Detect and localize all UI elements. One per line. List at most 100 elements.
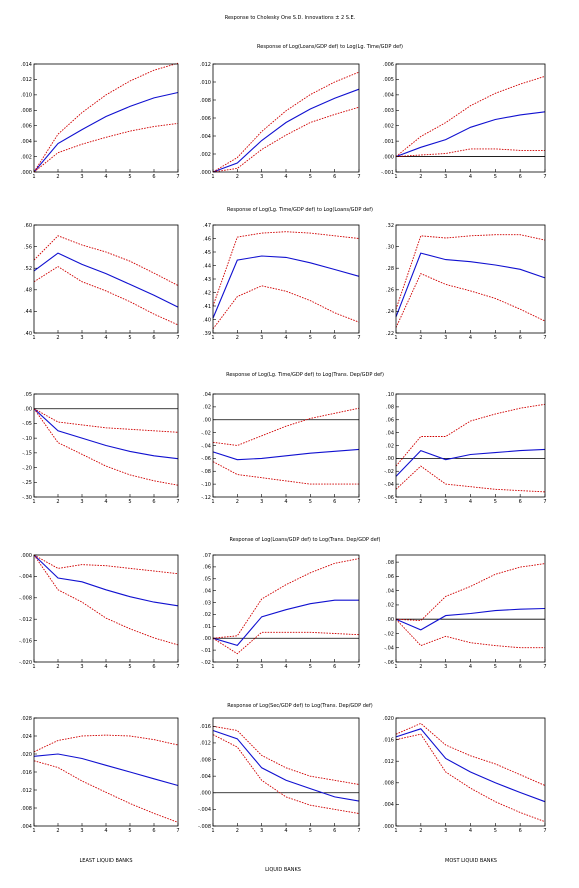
x-tick-label: 5 (309, 499, 312, 505)
y-tick-label: .000 (200, 170, 211, 176)
y-tick-label: .000 (200, 791, 211, 797)
row-title: Response of Log(Loans/GDP def) to Log(Lg… (257, 44, 403, 50)
x-tick-label: 5 (309, 828, 312, 834)
x-tick-label: 6 (152, 174, 155, 180)
response-line (395, 607, 546, 631)
x-tick-label: 2 (419, 335, 422, 341)
x-tick-label: 5 (494, 828, 497, 834)
x-tick-label: 4 (284, 828, 287, 834)
x-tick-label: 4 (469, 174, 472, 180)
x-tick-label: 2 (56, 664, 59, 670)
response-line (212, 448, 360, 461)
y-tick-label: .46 (203, 236, 211, 242)
y-tick-label: .020 (21, 752, 32, 758)
plot-frame (212, 63, 360, 173)
upper-band-line (395, 403, 546, 467)
x-tick-label: 2 (419, 828, 422, 834)
x-tick-label: 7 (543, 174, 546, 180)
x-tick-label: 6 (152, 828, 155, 834)
y-tick-label: .004 (21, 824, 32, 830)
x-tick-label: 7 (357, 499, 360, 505)
lower-band-line (395, 273, 546, 328)
y-tick-label: .006 (200, 116, 211, 122)
x-tick-label: 7 (357, 828, 360, 834)
y-tick-label: .012 (21, 788, 32, 794)
lower-band-line (395, 465, 546, 493)
x-tick-label: 1 (32, 174, 35, 180)
x-tick-label: 5 (494, 664, 497, 670)
x-tick-label: 4 (469, 664, 472, 670)
x-tick-label: 3 (444, 174, 447, 180)
upper-band-line (212, 71, 360, 173)
y-tick-label: .00 (24, 407, 32, 413)
x-tick-label: 6 (333, 664, 336, 670)
x-tick-label: 5 (128, 499, 131, 505)
lower-band-line (33, 760, 179, 823)
y-tick-label: -.20 (22, 465, 32, 471)
y-tick-label: -.06 (384, 495, 394, 501)
lower-band-line (212, 461, 359, 485)
lower-band-line (212, 734, 360, 814)
y-tick-label: .006 (383, 62, 394, 68)
y-tick-label: -.06 (201, 456, 211, 462)
x-tick-label: 1 (394, 664, 397, 670)
x-tick-label: 3 (260, 499, 263, 505)
response-line (395, 111, 546, 158)
x-tick-label: 1 (394, 335, 397, 341)
y-tick-label: -.10 (201, 482, 211, 488)
lower-band-line (395, 618, 545, 649)
y-tick-label: .06 (386, 418, 394, 424)
plot-frame (33, 63, 179, 173)
x-tick-label: 6 (333, 335, 336, 341)
y-tick-label: .012 (383, 759, 394, 765)
y-tick-label: .008 (383, 781, 394, 787)
response-line (212, 255, 360, 319)
x-tick-label: 4 (104, 335, 107, 341)
y-tick-label: -.04 (201, 443, 211, 449)
y-tick-label: -.02 (384, 469, 394, 475)
x-tick-label: 2 (236, 335, 239, 341)
y-tick-label: .024 (21, 734, 32, 740)
y-tick-label: .06 (203, 565, 211, 571)
upper-band-line (212, 231, 360, 307)
y-tick-label: .010 (21, 93, 32, 99)
y-tick-label: -.06 (384, 660, 394, 666)
y-tick-label: .00 (203, 636, 211, 642)
x-tick-label: 7 (357, 174, 360, 180)
upper-band-line (33, 62, 179, 173)
x-tick-label: 5 (494, 174, 497, 180)
y-tick-label: .07 (203, 553, 211, 559)
column-label: MOST LIQUID BANKS (445, 858, 497, 864)
y-tick-label: .40 (203, 317, 211, 323)
x-tick-label: 3 (260, 335, 263, 341)
y-tick-label: .08 (386, 560, 394, 566)
y-tick-label: .004 (200, 134, 211, 140)
x-tick-label: 4 (104, 664, 107, 670)
x-tick-label: 1 (32, 499, 35, 505)
x-tick-label: 4 (284, 335, 287, 341)
y-tick-label: .003 (383, 108, 394, 114)
lower-band-line (33, 266, 179, 326)
x-tick-label: 3 (444, 828, 447, 834)
x-tick-label: 1 (211, 828, 214, 834)
lower-band-line (395, 148, 545, 158)
x-tick-label: 2 (419, 499, 422, 505)
y-tick-label: -.04 (384, 482, 394, 488)
x-tick-label: 3 (80, 499, 83, 505)
x-tick-label: 5 (309, 335, 312, 341)
y-tick-label: -.25 (22, 480, 32, 486)
x-tick-label: 7 (176, 335, 179, 341)
x-tick-label: 4 (104, 174, 107, 180)
x-tick-label: 6 (519, 335, 522, 341)
y-tick-label: .48 (24, 288, 32, 294)
y-tick-label: .000 (383, 824, 394, 830)
y-tick-label: .016 (383, 737, 394, 743)
x-tick-label: 1 (394, 174, 397, 180)
lower-band-line (33, 122, 179, 173)
x-tick-label: 6 (152, 664, 155, 670)
x-tick-label: 5 (309, 664, 312, 670)
y-tick-label: -.04 (384, 646, 394, 652)
y-tick-label: -.30 (22, 495, 32, 501)
x-tick-label: 7 (543, 664, 546, 670)
